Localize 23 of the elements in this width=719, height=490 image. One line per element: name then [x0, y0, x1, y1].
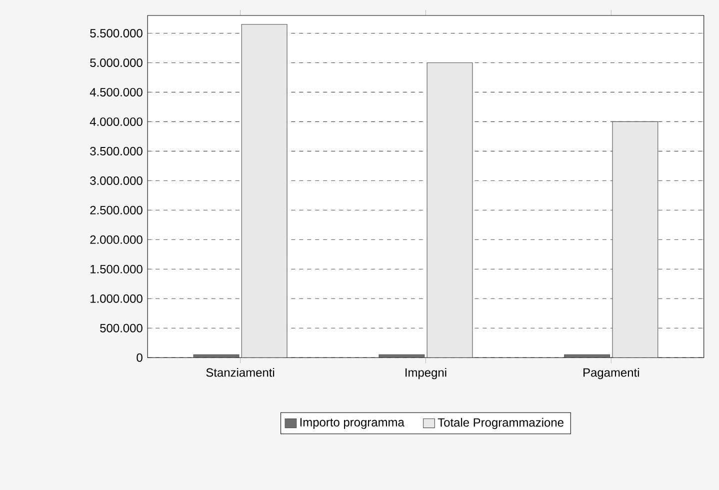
- y-tick-label: 3.500.000: [90, 146, 142, 156]
- bar: [193, 354, 240, 358]
- x-tick-label: Impegni: [406, 368, 446, 380]
- bar: [426, 62, 473, 358]
- bar: [564, 354, 610, 358]
- y-tick-label: 1.500.000: [90, 264, 142, 274]
- y-tick-label: 0: [136, 353, 142, 362]
- bar: [241, 24, 288, 358]
- legend-label: Totale Programmazione: [438, 418, 564, 430]
- y-tick-label: 1.000.000: [90, 294, 142, 303]
- x-tick-label: Stanziamenti: [206, 368, 274, 377]
- y-tick-label: 4.000.000: [90, 117, 142, 126]
- x-tick-label: Pagamenti: [584, 368, 639, 380]
- y-tick-label: 3.000.000: [90, 176, 142, 185]
- y-tick-label: 2.000.000: [90, 235, 142, 244]
- legend-label: Importo programma: [300, 418, 404, 429]
- y-tick-label: 500.000: [100, 324, 142, 332]
- y-tick-label: 4.500.000: [90, 88, 142, 96]
- y-tick-label: 2.500.000: [90, 206, 142, 214]
- bar: [378, 354, 425, 358]
- bar: [612, 121, 658, 358]
- y-tick-label: 5.000.000: [90, 58, 142, 67]
- y-tick-label: 5.500.000: [90, 28, 142, 38]
